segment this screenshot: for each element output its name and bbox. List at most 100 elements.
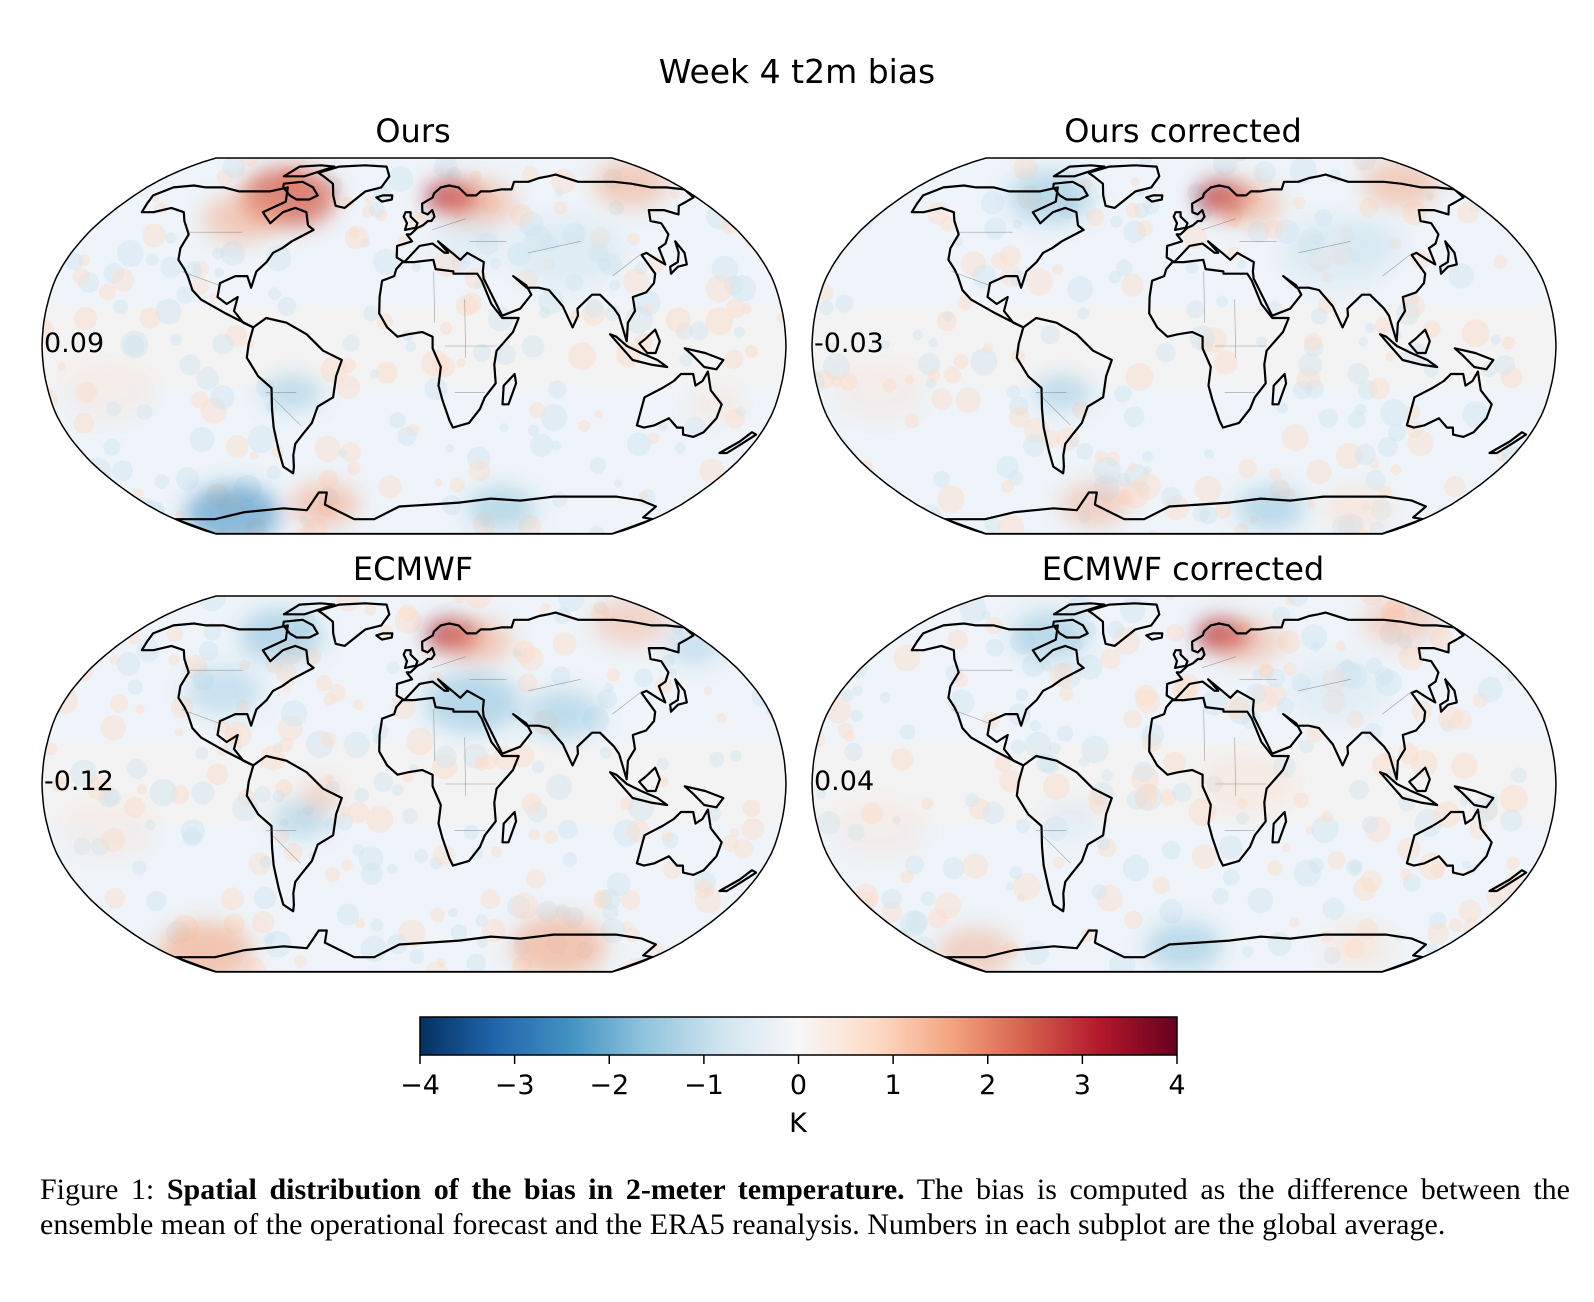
bias-speckle bbox=[280, 700, 308, 727]
bias-speckle bbox=[1477, 942, 1498, 963]
bias-speckle bbox=[752, 220, 775, 244]
bias-speckle bbox=[722, 835, 739, 852]
coastline-australia bbox=[1405, 808, 1493, 876]
bias-speckle bbox=[1096, 836, 1111, 851]
bias-anomaly bbox=[832, 800, 927, 861]
bias-speckle bbox=[1414, 808, 1443, 837]
bias-speckle bbox=[1283, 662, 1297, 676]
bias-speckle bbox=[1242, 946, 1254, 958]
bias-speckle bbox=[1397, 837, 1421, 861]
bias-speckle bbox=[1435, 504, 1464, 533]
bias-speckle bbox=[1012, 219, 1022, 229]
bias-speckle bbox=[1115, 259, 1133, 277]
bias-speckle bbox=[1112, 627, 1140, 655]
bias-speckle bbox=[1204, 449, 1215, 460]
bias-speckle bbox=[70, 759, 98, 787]
coastline-indonesia bbox=[609, 333, 669, 369]
bias-speckle bbox=[942, 857, 965, 880]
bias-speckle bbox=[379, 624, 394, 639]
bias-speckle bbox=[397, 426, 417, 446]
coastline-namerica bbox=[140, 622, 315, 767]
bias-speckle bbox=[221, 887, 244, 911]
bias-speckle bbox=[1016, 893, 1026, 902]
bias-speckle bbox=[100, 715, 126, 741]
coastline-ellesmere bbox=[282, 602, 336, 616]
bias-speckle bbox=[363, 305, 380, 322]
bias-speckle bbox=[120, 175, 133, 189]
bias-speckle bbox=[196, 367, 220, 390]
bias-speckle bbox=[1225, 695, 1249, 720]
bias-speckle bbox=[198, 640, 219, 661]
bias-speckle bbox=[918, 352, 941, 376]
coastline-japan bbox=[669, 240, 688, 275]
bias-speckle bbox=[730, 750, 742, 762]
bias-speckle bbox=[375, 209, 388, 222]
bias-speckle bbox=[712, 596, 727, 608]
bias-speckle bbox=[1490, 334, 1501, 345]
bias-speckle bbox=[103, 262, 125, 284]
bias-speckle bbox=[494, 343, 516, 365]
country-border bbox=[464, 299, 466, 358]
bias-speckle bbox=[1327, 851, 1346, 870]
bias-speckle bbox=[268, 287, 281, 301]
bias-speckle bbox=[1196, 336, 1214, 353]
bias-speckle bbox=[1141, 723, 1165, 747]
bias-speckle bbox=[627, 232, 640, 246]
bias-speckle bbox=[112, 460, 133, 482]
bias-speckle bbox=[1026, 268, 1054, 296]
bias-speckle bbox=[487, 306, 514, 332]
map-outline bbox=[41, 157, 787, 535]
bias-speckle bbox=[1249, 684, 1277, 713]
bias-speckle bbox=[921, 797, 934, 810]
bias-speckle bbox=[481, 754, 497, 770]
bias-speckle bbox=[391, 784, 404, 796]
bias-speckle bbox=[1059, 686, 1074, 701]
bias-speckle bbox=[1253, 161, 1276, 184]
bias-speckle bbox=[1397, 742, 1419, 765]
coastline-borneo bbox=[1408, 328, 1431, 355]
bias-speckle bbox=[1123, 406, 1145, 428]
bias-speckle bbox=[1053, 856, 1065, 869]
tropical-band bbox=[812, 306, 1556, 386]
bias-speckle bbox=[1048, 742, 1061, 755]
bias-speckle bbox=[104, 947, 123, 967]
coastline-ellesmere bbox=[1052, 164, 1106, 178]
country-border bbox=[1234, 299, 1236, 358]
bias-speckle bbox=[1533, 222, 1546, 235]
bias-speckle bbox=[454, 596, 467, 604]
bias-speckle bbox=[1500, 809, 1523, 832]
bias-speckle bbox=[1159, 788, 1177, 806]
bias-speckle bbox=[1402, 874, 1421, 892]
bias-speckle bbox=[1119, 597, 1146, 624]
bias-speckle bbox=[984, 516, 1001, 533]
bias-speckle bbox=[1281, 424, 1309, 452]
bias-speckle bbox=[1418, 852, 1446, 880]
bias-speckle bbox=[52, 623, 80, 652]
bias-speckle bbox=[832, 941, 855, 964]
bias-speckle bbox=[613, 479, 623, 488]
bias-speckle bbox=[70, 208, 91, 229]
bias-speckle bbox=[593, 889, 613, 909]
coastline-borneo bbox=[638, 766, 661, 793]
bias-anomaly bbox=[1214, 620, 1283, 664]
bias-speckle bbox=[378, 475, 402, 499]
country-border bbox=[1203, 709, 1205, 761]
bias-speckle bbox=[405, 341, 417, 352]
bias-speckle bbox=[920, 891, 936, 906]
bias-speckle bbox=[582, 302, 606, 326]
coastline-nz bbox=[1488, 431, 1528, 455]
bias-speckle bbox=[568, 342, 597, 371]
bias-speckle bbox=[861, 954, 881, 972]
bias-speckle bbox=[1441, 950, 1469, 972]
bias-speckle bbox=[585, 299, 604, 318]
bias-anomaly bbox=[1323, 924, 1392, 968]
bias-speckle bbox=[471, 847, 484, 859]
bias-speckle bbox=[1335, 641, 1347, 652]
country-border bbox=[464, 737, 466, 796]
bias-speckle bbox=[695, 887, 722, 914]
bias-speckle bbox=[469, 170, 482, 183]
bias-speckle bbox=[391, 695, 416, 720]
bias-speckle bbox=[252, 911, 275, 934]
bias-speckle bbox=[467, 446, 491, 471]
bias-speckle bbox=[1354, 158, 1377, 171]
